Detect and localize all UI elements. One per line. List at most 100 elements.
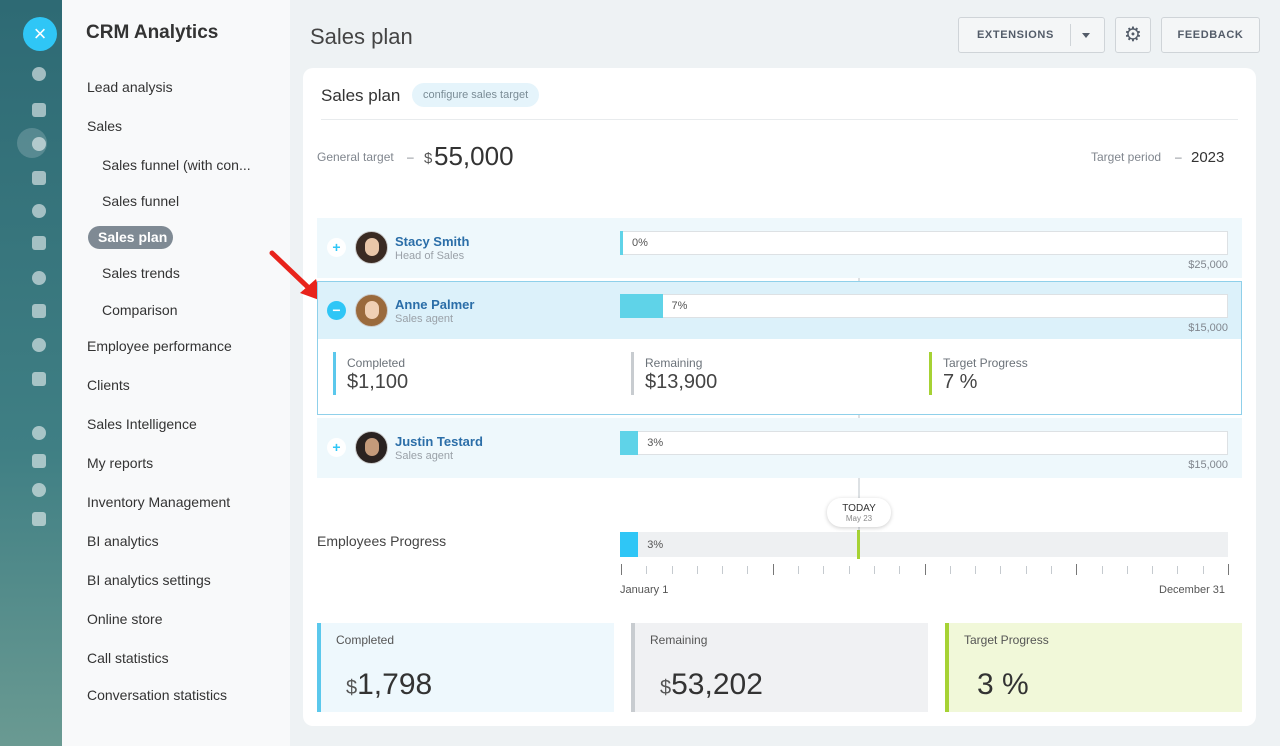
target-amount: $15,000 [1188,459,1228,471]
tick [1000,566,1002,574]
stat-number: 1,100 [358,371,409,393]
tick [1202,566,1204,574]
progress-track [620,431,1228,455]
toggle[interactable]: + [327,238,346,257]
tick [1126,566,1128,574]
nav-icon[interactable] [32,304,46,318]
configure-link[interactable]: configure sales target [412,83,540,107]
today-marker [857,530,860,559]
stat-value: $1,100 [347,371,408,394]
tick [1152,566,1154,574]
dash: – [1175,150,1182,164]
toggle[interactable]: − [327,301,346,320]
tick [848,566,850,574]
nav-icon[interactable] [32,338,46,352]
summary-value: 3 % [977,668,1029,702]
nav-icon[interactable] [32,171,46,185]
stat-number: 13,900 [656,371,718,393]
summary-box: Completed $1,798 [317,623,614,712]
arrow [269,250,322,301]
menu-item[interactable]: Employee performance [87,338,232,354]
tick [747,566,749,574]
stat-label: Target Progress [943,356,1028,370]
today-pill: TODAY May 23 [827,498,891,527]
menu-item[interactable]: Inventory Management [87,494,231,510]
avatar-face [365,301,379,319]
summary-label: Target Progress [964,633,1049,647]
employee-name[interactable]: Justin Testard [395,434,483,449]
progress-label: 7% [671,300,688,312]
employee-name[interactable]: Anne Palmer [395,297,475,312]
target-amount: $25,000 [1188,259,1228,271]
separator [321,119,1238,120]
tick [772,564,774,575]
tick [696,566,698,574]
card-title: Sales plan [321,86,401,105]
tick [924,564,926,575]
avatar [355,294,388,327]
tick [1025,566,1027,574]
extensions-button[interactable]: EXTENSIONS [958,17,1105,53]
tick [899,566,901,574]
nav-icon[interactable] [32,372,46,386]
nav-icon[interactable] [32,137,46,151]
progress-fill [620,431,639,455]
menu-item[interactable]: Sales plan [98,229,168,245]
today-label: TODAY [842,503,876,514]
menu-item[interactable]: Sales funnel (with con... [102,157,251,173]
overall-fill [620,532,639,557]
menu-item[interactable]: Clients [87,377,130,393]
page-title: Sales plan [310,24,413,49]
progress-label: 0% [632,237,648,249]
stat-bar [631,352,634,395]
tick [1050,566,1052,574]
menu-item[interactable]: Comparison [102,302,178,318]
nav-icon[interactable] [32,483,46,497]
stat-value: 7 % [943,371,977,394]
tick [873,566,875,574]
summary-label: Remaining [650,633,708,647]
nav-icon[interactable] [32,67,46,81]
nav-icon[interactable] [32,512,46,526]
employee-role: Sales agent [395,313,454,325]
stat-currency: $ [645,371,657,393]
period-label: Target period [1091,150,1162,164]
stat-bar [929,352,932,395]
progress-label: 3% [647,437,664,449]
nav-icon-active [17,128,47,158]
menu-item[interactable]: Sales [87,118,123,134]
menu-item[interactable]: Conversation statistics [87,687,228,703]
target-value: 55,000 [434,141,514,171]
menu-item[interactable]: My reports [87,455,154,471]
nav-icon[interactable] [32,271,46,285]
feedback-button[interactable]: FEEDBACK [1161,17,1260,53]
settings-button[interactable]: ⚙ [1115,17,1151,53]
close-button[interactable]: × [23,17,57,51]
summary-number: 1,798 [357,668,433,701]
nav-icon[interactable] [32,426,46,440]
employee-name[interactable]: Stacy Smith [395,234,470,249]
summary-box: Remaining $53,202 [631,623,928,712]
sidebar-title: CRM Analytics [86,22,219,43]
tick [1177,566,1179,574]
menu-item[interactable]: BI analytics settings [87,572,211,588]
menu-item[interactable]: Sales Intelligence [87,416,197,432]
tick [949,566,951,574]
menu-item[interactable]: Sales funnel [102,193,180,209]
menu-item[interactable]: BI analytics [87,533,159,549]
menu-item[interactable]: Online store [87,611,163,627]
nav-icon[interactable] [32,454,46,468]
nav-icon[interactable] [32,236,46,250]
nav-icon[interactable] [32,103,46,117]
toggle[interactable]: + [327,438,346,457]
stat-label: Completed [347,356,406,370]
progress-track [620,294,1228,318]
menu-item[interactable]: Call statistics [87,650,169,666]
nav-icon[interactable] [32,204,46,218]
stat-value: $13,900 [645,371,717,394]
overall-label: Employees Progress [317,533,447,549]
menu-item[interactable]: Sales trends [102,265,180,281]
summary-number: 3 % [977,668,1029,701]
menu-item[interactable]: Lead analysis [87,79,173,95]
